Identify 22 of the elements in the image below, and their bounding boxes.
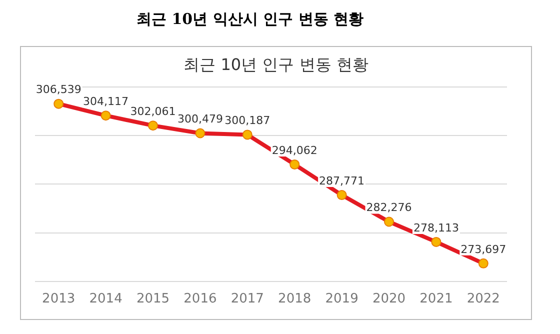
data-label: 300,187: [224, 114, 270, 128]
data-label: 282,276: [366, 201, 412, 214]
x-tick-label: 2016: [184, 292, 217, 307]
data-label: 287,771: [319, 174, 365, 188]
x-tick-label: 2014: [89, 292, 122, 307]
x-tick-label: 2021: [420, 292, 453, 307]
x-tick-label: 2022: [466, 292, 500, 307]
data-label: 294,062: [272, 144, 318, 157]
data-label: 300,479: [177, 112, 223, 126]
chart-subtitle: 최근 10년 인구 변동 현황: [182, 55, 370, 76]
x-tick-label: 2018: [278, 292, 312, 307]
data-label: 302,061: [130, 104, 176, 118]
data-label: 306,539: [36, 83, 82, 96]
x-tick-label: 2015: [136, 292, 170, 307]
x-tick-label: 2013: [42, 292, 76, 307]
data-label: 273,697: [460, 242, 506, 256]
data-label: 278,113: [413, 221, 459, 234]
x-tick-label: 2017: [230, 292, 264, 307]
data-label: 304,117: [83, 94, 129, 108]
x-tick-label: 2019: [325, 292, 358, 307]
x-tick-label: 2020: [372, 292, 406, 307]
chart-title: 최근 10년 익산시 인구 변동 현황: [136, 10, 364, 29]
